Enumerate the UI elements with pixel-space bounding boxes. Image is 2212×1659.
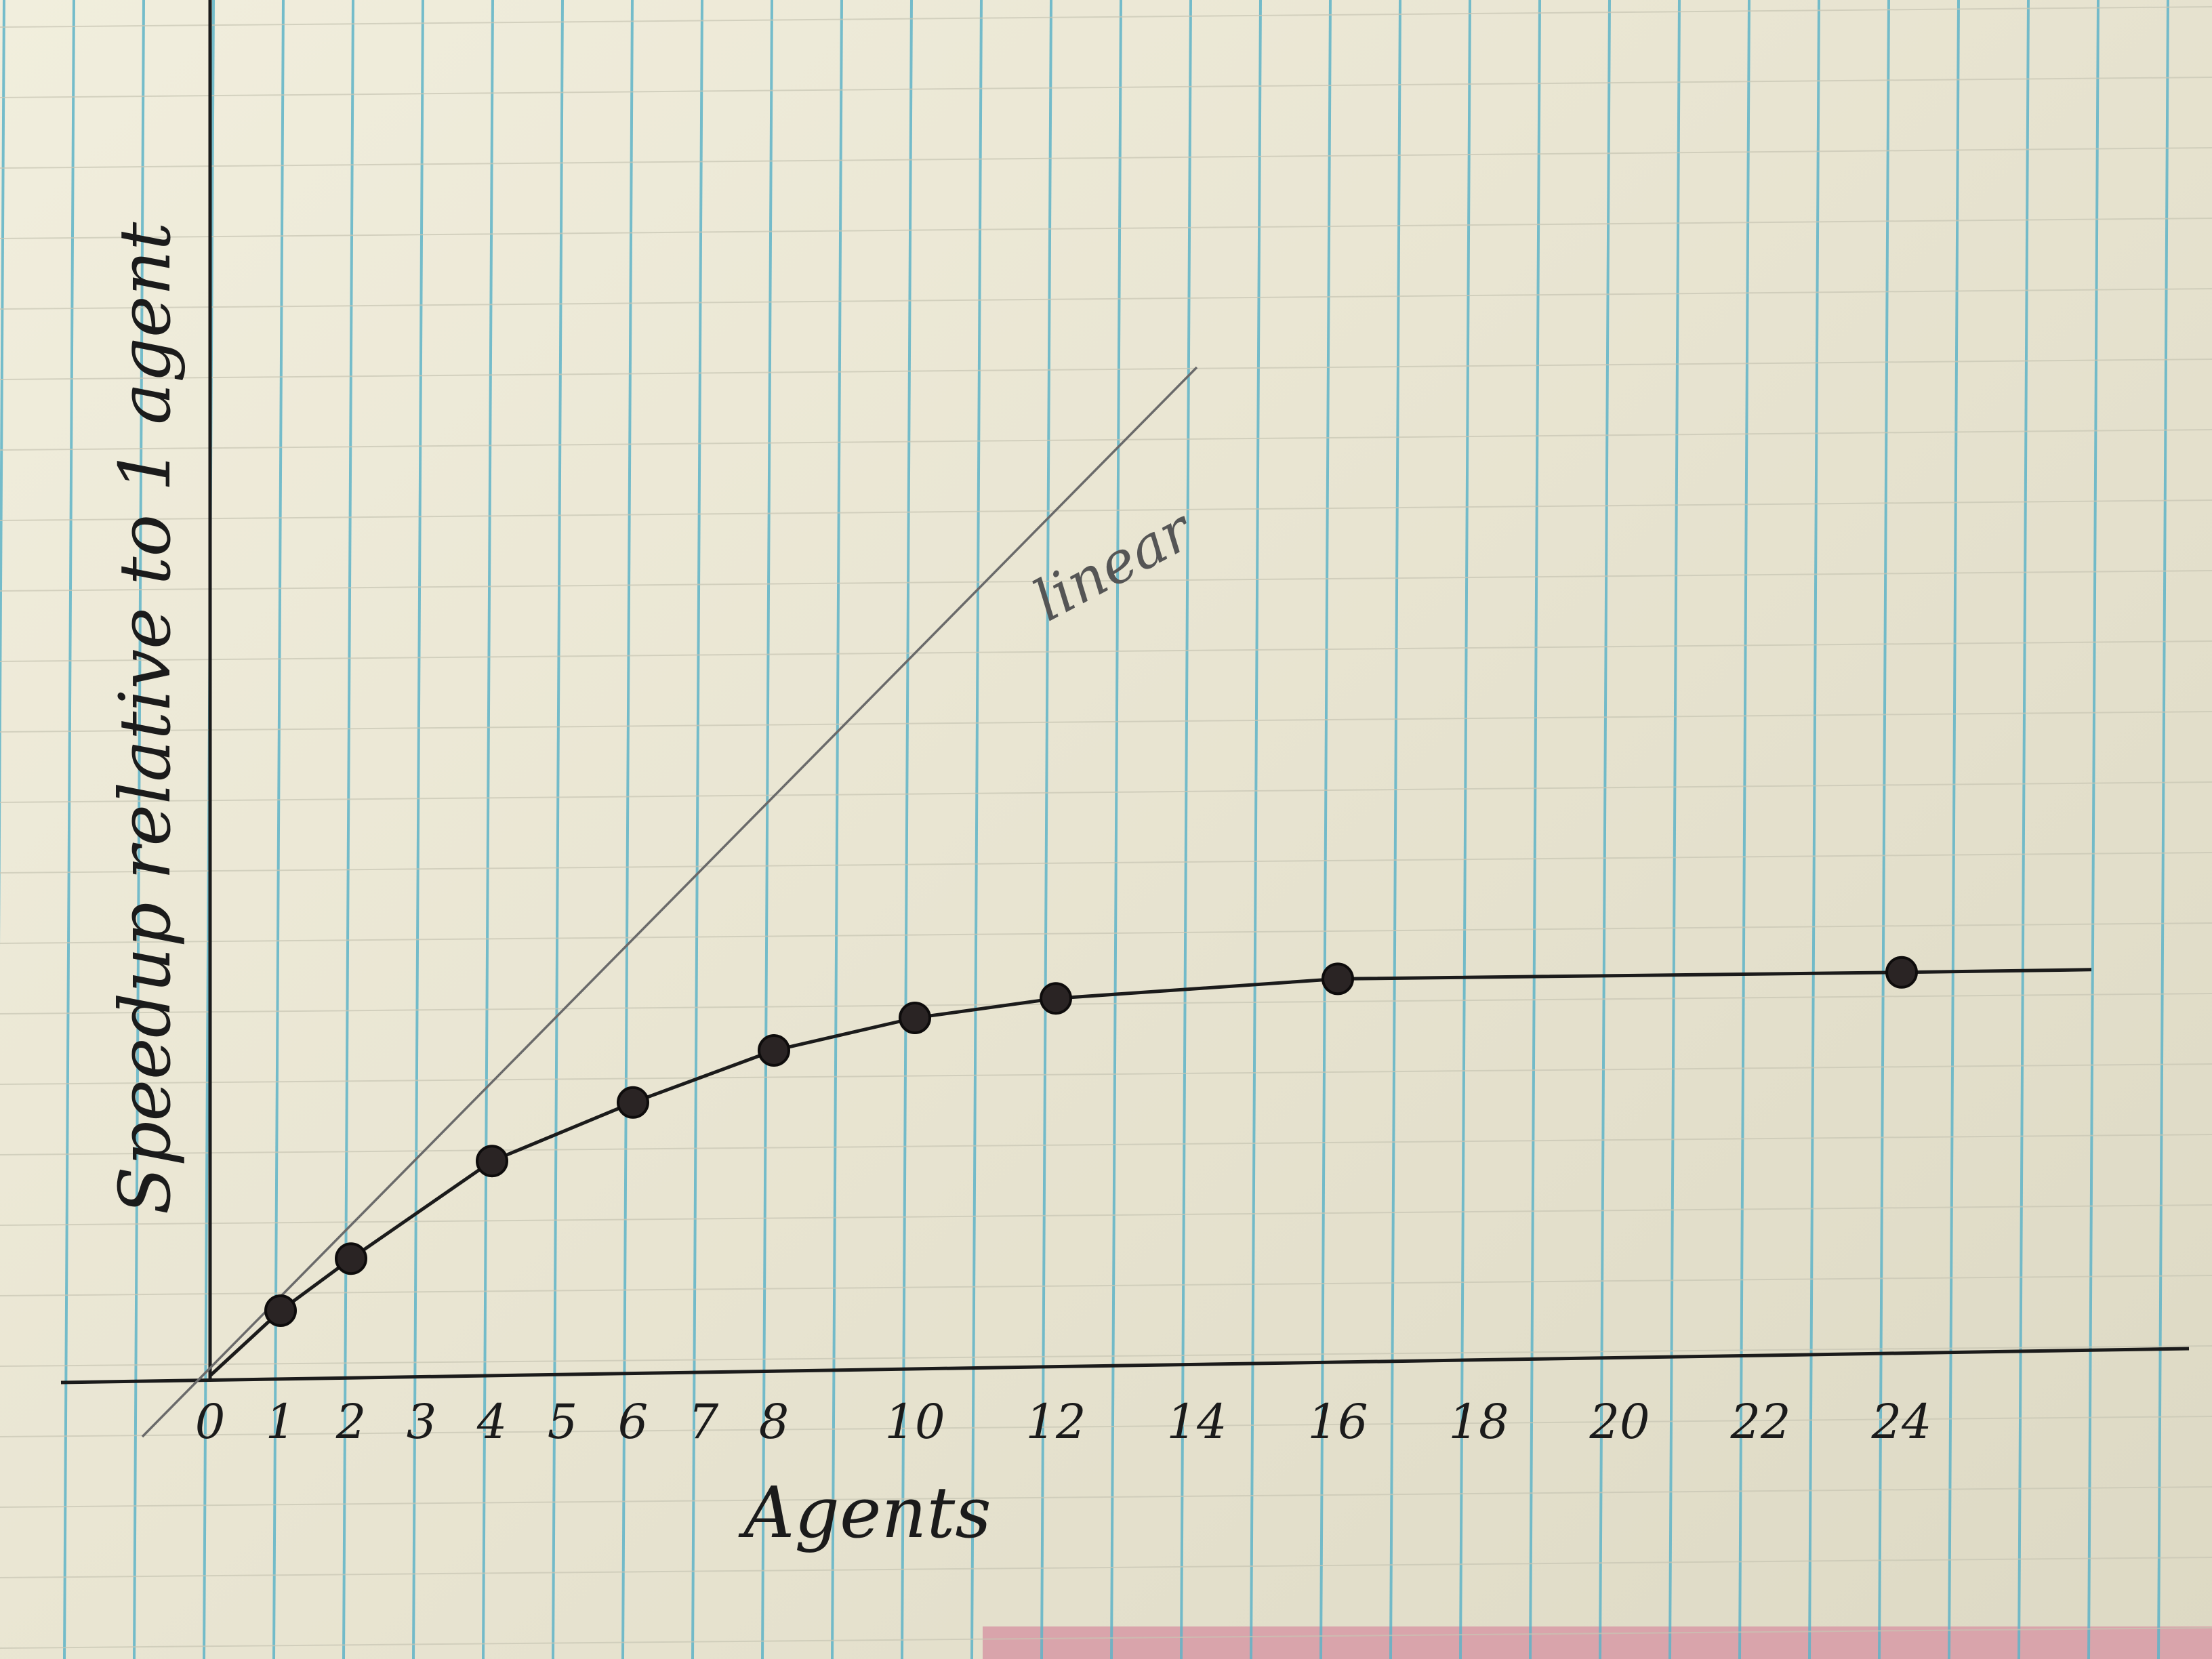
x-tick-label: 16 — [1307, 1394, 1368, 1450]
vertical-rule-line — [412, 0, 424, 1659]
x-tick-label: 12 — [1025, 1394, 1086, 1450]
vertical-rule-line — [0, 0, 5, 948]
horizontal-rule-line — [0, 6, 2212, 28]
x-tick-label: 1 — [266, 1394, 296, 1450]
data-point — [335, 1242, 367, 1275]
vertical-rule-line — [1459, 0, 1471, 1659]
vertical-rule-line — [1738, 0, 1750, 1659]
vertical-rule-line — [831, 0, 843, 1659]
horizontal-rule-line — [0, 711, 2212, 733]
axes — [60, 0, 2190, 1385]
horizontal-rule-line — [0, 922, 2212, 944]
horizontal-rule-line — [0, 1275, 2212, 1296]
vertical-rule-line — [2087, 0, 2100, 1659]
horizontal-rule-line — [0, 499, 2212, 521]
horizontal-rule-line — [0, 288, 2212, 310]
horizontal-rule-line — [0, 1557, 2212, 1578]
series-layer — [141, 366, 2092, 1438]
horizontal-rule-line — [0, 77, 2212, 98]
data-point — [617, 1086, 649, 1119]
speedup-curve-tail — [1901, 968, 2092, 975]
vertical-rule-line — [1180, 0, 1192, 1659]
x-axis-title: Agents — [738, 1471, 991, 1554]
horizontal-rule-line — [0, 1204, 2212, 1226]
vertical-rule-line — [1319, 0, 1332, 1659]
x-tick-label: 4 — [476, 1394, 508, 1450]
y-axis-title: Speedup relative to 1 agent — [104, 222, 186, 1214]
x-tick-label: 0 — [195, 1394, 226, 1450]
horizontal-rule-line — [0, 429, 2212, 451]
vertical-rule-line — [1040, 0, 1052, 1659]
x-tick-label: 3 — [407, 1394, 437, 1450]
horizontal-rule-line — [0, 1627, 2212, 1649]
x-tick-label: 18 — [1448, 1394, 1509, 1450]
vertical-rule-line — [1529, 0, 1541, 1659]
vertical-rule-line — [1668, 0, 1681, 1659]
vertical-rule-line — [1878, 0, 1890, 1659]
x-axis-line — [60, 1347, 2190, 1385]
data-point — [1885, 956, 1918, 989]
vertical-rule-line — [1808, 0, 1820, 1659]
vertical-rule-line — [1948, 0, 1960, 1659]
x-tick-labels: 0 1 2 3 4 5 6 7 8 10 12 14 16 18 20 22 24 — [195, 1394, 1932, 1450]
vertical-rule-line — [761, 0, 773, 1659]
data-point — [1322, 962, 1354, 996]
horizontal-rule-line — [0, 1134, 2212, 1155]
x-tick-label: 20 — [1589, 1394, 1650, 1450]
x-tick-label: 2 — [335, 1394, 367, 1450]
vertical-rule-line — [272, 0, 285, 1659]
vertical-rule-line — [1250, 0, 1262, 1659]
horizontal-rule-line — [0, 640, 2212, 662]
vertical-rule-line — [552, 0, 564, 1659]
horizontal-rule-line — [0, 993, 2212, 1015]
vertical-rule-line — [1389, 0, 1401, 1659]
horizontal-rule-line — [0, 852, 2212, 874]
data-point — [899, 1002, 931, 1034]
vertical-rule-line — [621, 0, 634, 1659]
vertical-rule-line — [2018, 0, 2030, 1659]
data-point — [1040, 982, 1072, 1015]
data-point — [476, 1145, 508, 1178]
vertical-rule-line — [482, 0, 494, 1659]
horizontal-rule-line — [0, 1345, 2212, 1367]
vertical-rule-line — [970, 0, 983, 1659]
linear-reference-line — [141, 366, 1198, 1438]
paper-edge — [983, 1626, 2212, 1659]
vertical-rule-line — [901, 0, 913, 1659]
horizontal-rule-line — [0, 218, 2212, 239]
horizontal-rule-line — [0, 781, 2212, 803]
x-tick-label: 5 — [548, 1394, 578, 1450]
horizontal-rule-line — [0, 1486, 2212, 1508]
x-tick-label: 7 — [689, 1394, 719, 1450]
vertical-rule-line — [691, 0, 703, 1659]
vertical-rule-line — [1110, 0, 1122, 1659]
x-tick-label: 6 — [618, 1394, 649, 1450]
vertical-rule-line — [2157, 0, 2169, 1659]
vertical-rule-line — [1599, 0, 1611, 1659]
vertical-rule-line — [342, 0, 354, 1659]
speedup-curve — [209, 970, 1902, 1377]
horizontal-rule-line — [0, 147, 2212, 169]
x-tick-label: 24 — [1870, 1394, 1931, 1450]
horizontal-rule-line — [0, 1416, 2212, 1437]
x-tick-label: 14 — [1166, 1394, 1227, 1450]
data-point — [264, 1294, 297, 1327]
data-point — [758, 1034, 790, 1067]
x-tick-label: 22 — [1729, 1394, 1790, 1450]
horizontal-rule-line — [0, 570, 2212, 592]
x-tick-label: 8 — [759, 1394, 790, 1450]
horizontal-rule-line — [0, 1063, 2212, 1085]
x-tick-label: 10 — [884, 1394, 945, 1450]
vertical-rule-line — [63, 0, 75, 1659]
horizontal-rule-line — [0, 359, 2212, 380]
